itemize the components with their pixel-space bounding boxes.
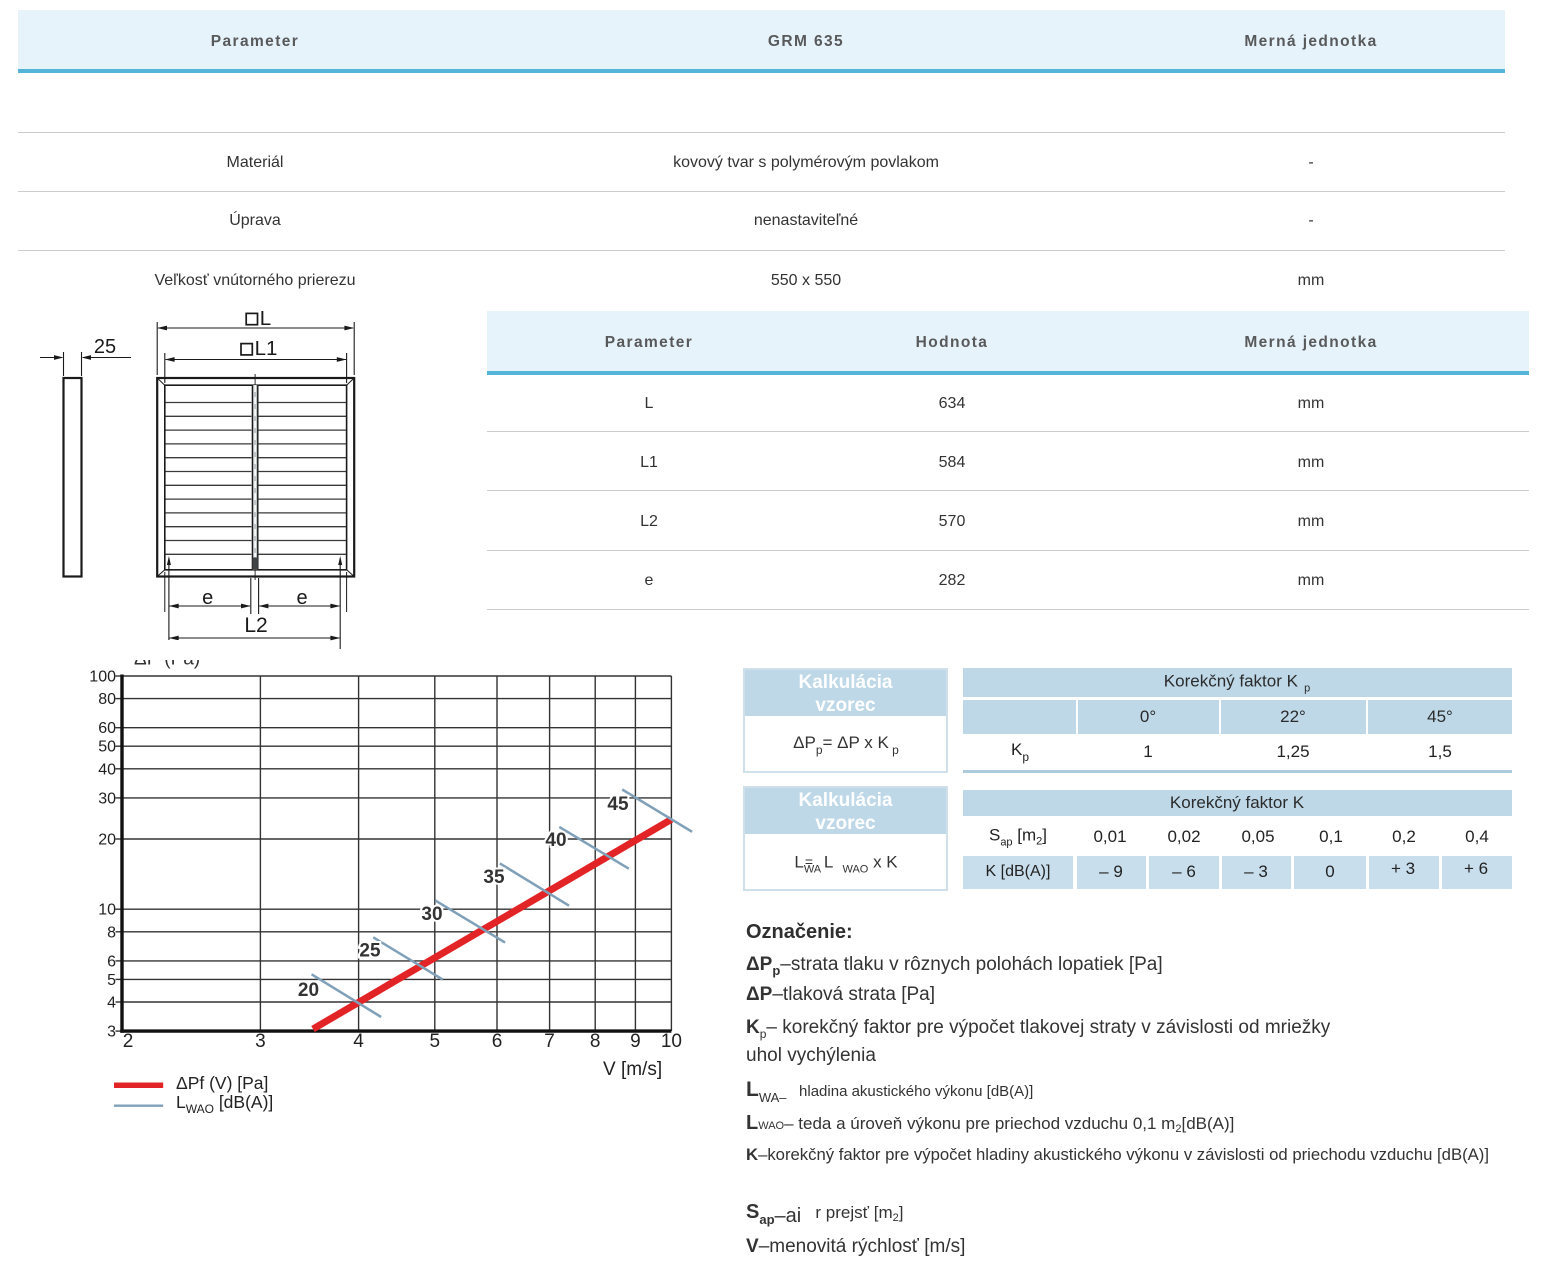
svg-text:6: 6 xyxy=(107,953,116,970)
svg-text:80: 80 xyxy=(98,691,116,708)
svg-text:30: 30 xyxy=(421,904,442,925)
svg-text:4: 4 xyxy=(107,995,116,1012)
svg-text:2: 2 xyxy=(123,1031,134,1052)
svg-text:9: 9 xyxy=(630,1031,641,1052)
svg-text:L1: L1 xyxy=(255,337,278,360)
svg-text:10: 10 xyxy=(98,902,116,919)
svg-text:L2: L2 xyxy=(244,614,267,637)
svg-text:4: 4 xyxy=(353,1031,364,1052)
svg-text:5: 5 xyxy=(107,972,116,989)
svg-text:7: 7 xyxy=(544,1031,555,1052)
svg-text:25: 25 xyxy=(359,941,381,962)
svg-text:5: 5 xyxy=(430,1031,441,1052)
svg-text:V [m/s]: V [m/s] xyxy=(603,1059,662,1080)
svg-text:6: 6 xyxy=(492,1031,503,1052)
svg-text:35: 35 xyxy=(483,867,505,888)
svg-text:ΔPf (V) [Pa]: ΔPf (V) [Pa] xyxy=(176,1073,268,1093)
svg-text:100: 100 xyxy=(89,669,116,686)
svg-text:8: 8 xyxy=(590,1031,601,1052)
svg-text:50: 50 xyxy=(98,739,116,756)
svg-text:40: 40 xyxy=(545,830,566,851)
svg-text:LWAO [dB(A)]: LWAO [dB(A)] xyxy=(176,1092,273,1116)
svg-text:60: 60 xyxy=(98,720,116,737)
svg-text:L: L xyxy=(260,307,271,330)
svg-text:25: 25 xyxy=(94,336,116,358)
svg-text:20: 20 xyxy=(298,980,319,1001)
svg-text:45: 45 xyxy=(607,794,629,815)
svg-text:3: 3 xyxy=(107,1024,116,1041)
svg-text:30: 30 xyxy=(98,790,116,807)
svg-text:10: 10 xyxy=(661,1031,682,1052)
svg-text:8: 8 xyxy=(107,924,116,941)
svg-text:3: 3 xyxy=(255,1031,266,1052)
svg-text:20: 20 xyxy=(98,832,116,849)
svg-text:40: 40 xyxy=(98,761,116,778)
svg-text:e: e xyxy=(202,587,213,609)
svg-text:e: e xyxy=(296,587,307,609)
